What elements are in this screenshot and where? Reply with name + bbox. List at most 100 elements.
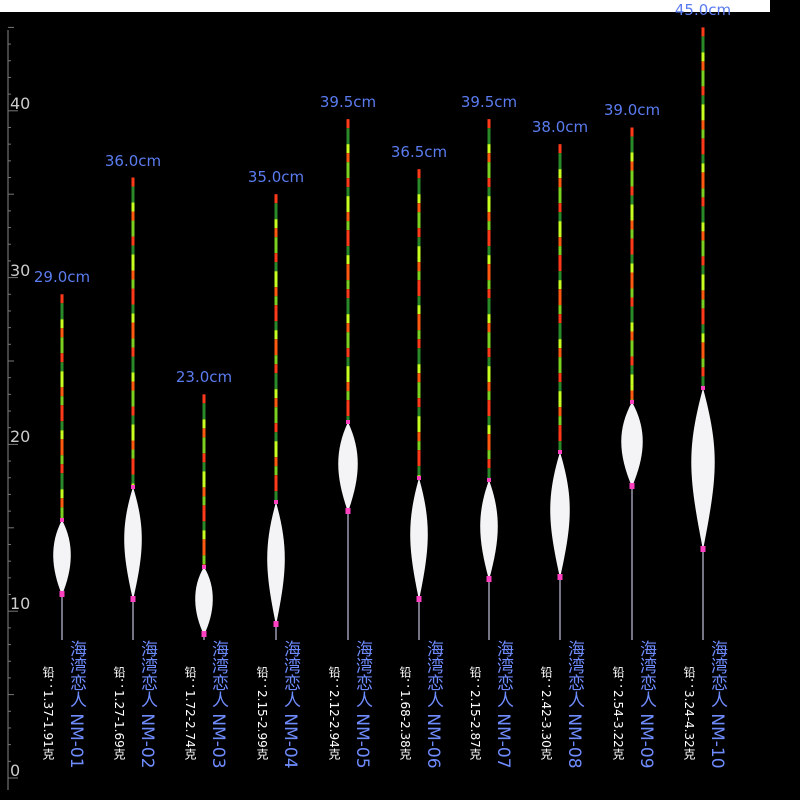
float-body [410,478,428,600]
antenna-segment [346,153,350,163]
antenna-segment [487,434,491,451]
float-body [621,402,643,487]
antenna-segment [202,555,206,565]
antenna-segment [60,507,64,520]
float-name: 海湾恋人 NM-09 [636,640,656,769]
antenna-segment [202,403,206,420]
float-name: 海湾恋人 NM-06 [423,640,443,769]
lead-weight: 铅：2.54-3.22克 [611,666,625,760]
antenna-segment [487,314,491,324]
antenna-segment [131,186,135,203]
antenna-segment [346,230,350,247]
float-body [53,520,71,595]
antenna-segment [346,323,350,333]
antenna-segment [701,256,705,266]
float-body [480,480,498,580]
antenna-segment [274,219,278,229]
antenna-segment [274,305,278,322]
antenna-segment [630,356,634,366]
antenna-segment [346,357,350,367]
antenna-segment [131,322,135,339]
antenna-segment [487,382,491,392]
antenna-segment [346,348,350,358]
antenna-segment [131,304,135,314]
float-name: 海湾恋人 NM-01 [66,640,86,769]
antenna-segment [487,332,491,349]
antenna-segment [346,246,350,256]
antenna-segment [346,178,350,188]
antenna-segment [131,381,135,391]
antenna-segment [346,314,350,324]
body-tip [416,596,422,602]
antenna-segment [417,169,421,179]
antenna-segment [202,539,206,556]
body-tip [486,576,492,582]
body-tip [701,386,705,390]
float-body [550,452,570,578]
antenna-segment [346,212,350,222]
antenna-segment [346,382,350,392]
antenna-segment [487,178,491,188]
antenna-segment [701,367,705,377]
top-strip [0,0,770,12]
antenna-segment [131,279,135,289]
antenna-segment [701,299,705,309]
antenna-segment [60,319,64,329]
antenna-segment [487,221,491,231]
antenna-segment [558,153,562,170]
antenna-segment [701,265,705,275]
antenna-segment [274,321,278,331]
antenna-segment [701,222,705,232]
antenna-segment [346,144,350,154]
float-length: 39.5cm [319,93,377,112]
lead-weight: 铅：3.24-4.32克 [682,666,696,760]
antenna-segment [274,364,278,374]
antenna-segment [417,314,421,331]
antenna-segment [487,119,491,129]
lead-weight: 铅：1.68-2.38克 [398,666,412,760]
antenna-segment [630,161,634,171]
antenna-segment [274,253,278,263]
antenna-segment [701,27,705,37]
body-tip [557,574,563,580]
antenna-segment [417,178,421,195]
float-body [124,487,142,600]
antenna-segment [131,347,135,357]
float-length: 35.0cm [247,168,305,187]
antenna-segment [630,195,634,205]
antenna-segment [487,153,491,163]
antenna-segment [202,530,206,540]
antenna-segment [558,348,562,358]
antenna-segment [487,246,491,256]
antenna-segment [274,457,278,467]
antenna-segment [417,330,421,340]
antenna-segment [202,487,206,497]
antenna-segment [417,237,421,247]
antenna-segment [274,330,278,340]
antenna-segment [131,338,135,348]
ruler-label: 40 [10,93,31,113]
antenna-segment [274,475,278,492]
antenna-segment [346,196,350,213]
antenna-segment [131,270,135,280]
antenna-segment [558,305,562,315]
antenna-segment [558,237,562,247]
antenna-segment [701,70,705,87]
antenna-segment [131,449,135,459]
antenna-segment [60,464,64,474]
lead-weight: 铅：1.72-2.74克 [183,666,197,760]
antenna-segment [346,366,350,383]
antenna-segment [558,314,562,324]
body-tip [273,621,279,627]
antenna-segment [274,407,278,424]
antenna-segment [630,238,634,255]
antenna-segment [60,439,64,456]
antenna-segment [60,353,64,363]
antenna-segment [701,290,705,300]
antenna-segment [701,95,705,105]
antenna-segment [274,389,278,399]
float-length: 39.5cm [460,93,518,112]
antenna-segment [487,459,491,469]
antenna-segment [487,391,491,401]
antenna-segment [487,366,491,383]
